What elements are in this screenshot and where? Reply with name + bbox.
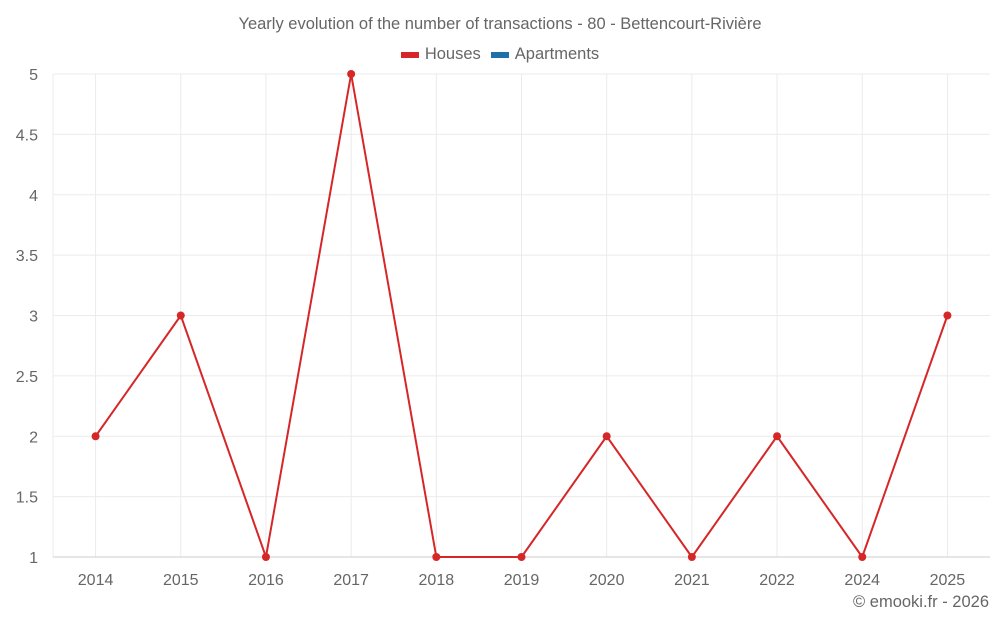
x-tick-label: 2014: [78, 572, 114, 589]
x-tick-label: 2021: [674, 572, 710, 589]
x-tick-label: 2025: [930, 572, 966, 589]
y-tick-label: 1.5: [16, 490, 38, 507]
series-houses: [91, 70, 952, 561]
data-point[interactable]: [602, 432, 611, 441]
data-point[interactable]: [91, 432, 100, 441]
legend-label-houses: Houses: [424, 45, 481, 63]
y-tick-label: 3.5: [16, 248, 38, 265]
y-tick-label: 2: [29, 429, 38, 446]
y-tick-label: 5: [29, 67, 38, 84]
y-axis: 1 1.5 2 2.5 3 3.5 4 4.5 5: [16, 67, 38, 567]
data-point[interactable]: [432, 553, 441, 561]
x-tick-label: 2020: [589, 572, 625, 589]
data-point[interactable]: [687, 553, 696, 561]
legend-item-houses[interactable]: Houses: [400, 45, 481, 64]
legend-swatch-apartments: [490, 51, 509, 58]
y-tick-label: 2.5: [16, 369, 38, 386]
x-tick-label: 2022: [759, 572, 795, 589]
legend-swatch-houses: [400, 51, 419, 58]
x-tick-label: 2015: [163, 572, 199, 589]
legend-label-apartments: Apartments: [514, 45, 600, 63]
chart-legend: Houses Apartments: [0, 45, 1000, 64]
y-tick-label: 4: [29, 188, 38, 205]
y-tick-label: 4.5: [16, 127, 38, 144]
x-tick-label: 2024: [844, 572, 880, 589]
y-tick-label: 3: [29, 309, 38, 326]
x-tick-label: 2017: [333, 572, 369, 589]
data-point[interactable]: [176, 311, 185, 320]
data-point[interactable]: [943, 311, 952, 320]
data-point[interactable]: [858, 553, 867, 561]
chart-title: Yearly evolution of the number of transa…: [238, 15, 762, 33]
grid-lines: [52, 73, 990, 558]
data-point[interactable]: [773, 432, 782, 441]
credit-text: © emooki.fr - 2026: [853, 593, 989, 611]
x-tick-label: 2016: [248, 572, 284, 589]
y-tick-label: 1: [29, 550, 38, 567]
x-tick-label: 2019: [504, 572, 540, 589]
data-point[interactable]: [517, 553, 526, 561]
x-axis: 2014 2015 2016 2017 2018 2019 2020 2021 2022 2024…: [53, 556, 990, 589]
data-point[interactable]: [261, 553, 270, 561]
x-tick-label: 2018: [419, 572, 455, 589]
data-point[interactable]: [347, 70, 356, 78]
legend-item-apartments[interactable]: Apartments: [490, 45, 600, 64]
